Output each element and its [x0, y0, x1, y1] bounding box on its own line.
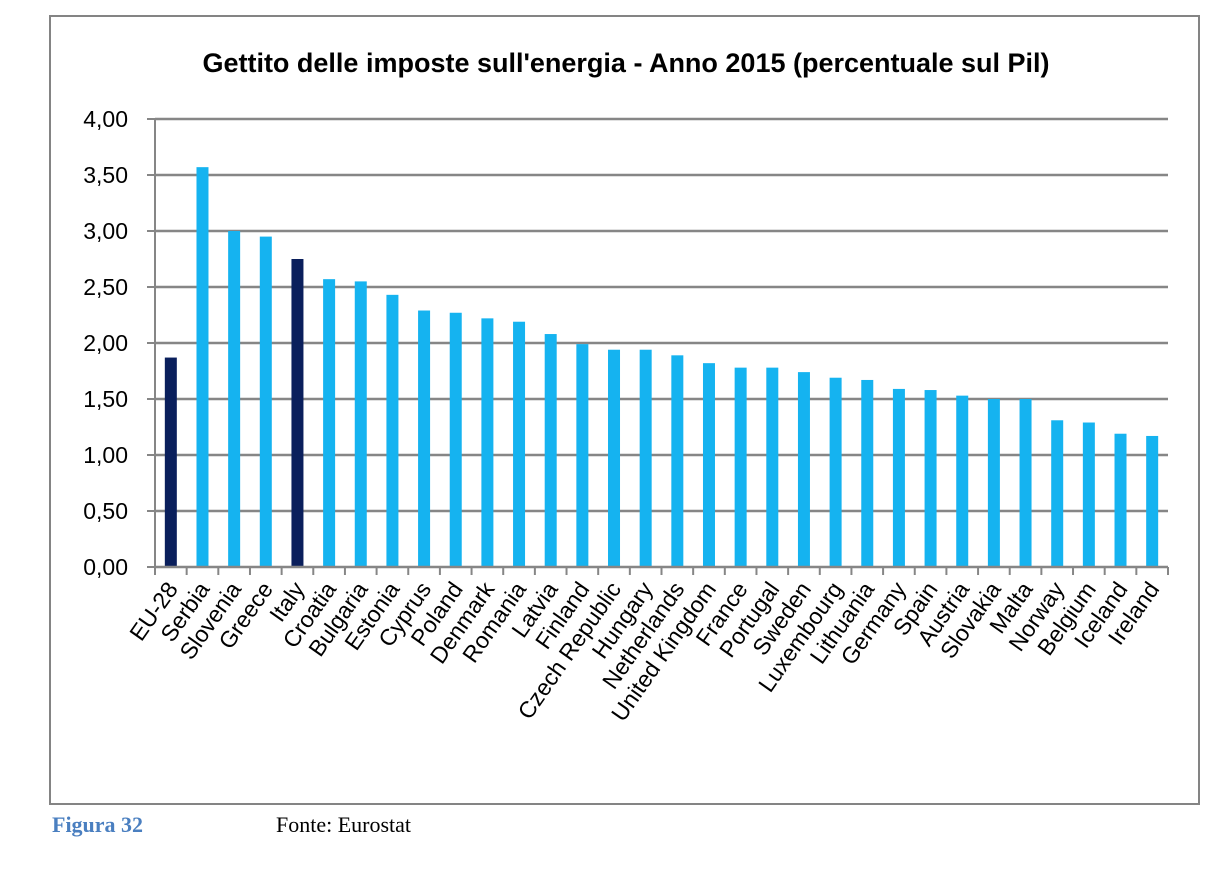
chart-frame — [49, 15, 1200, 805]
y-tick-label: 0,50 — [83, 498, 128, 524]
bar-norway — [1051, 420, 1064, 567]
y-tick-label: 0,00 — [83, 554, 128, 580]
bar-united-kingdom — [702, 363, 715, 567]
bar-luxembourg — [829, 377, 842, 567]
chart-title: Gettito delle imposte sull'energia - Ann… — [202, 48, 1049, 78]
bar-netherlands — [671, 355, 684, 567]
y-tick-label: 1,00 — [83, 442, 128, 468]
bar-malta — [1019, 399, 1032, 567]
bar-poland — [449, 312, 462, 567]
bar-czech-republic — [608, 349, 621, 567]
bar-iceland — [1114, 433, 1127, 567]
gridlines — [155, 117, 1168, 513]
bar-cyprus — [418, 310, 431, 567]
bar-romania — [513, 321, 526, 567]
x-axis-category-labels: EU-28SerbiaSloveniaGreeceItalyCroatiaBul… — [124, 577, 1164, 726]
bar-eu-28 — [164, 357, 177, 567]
bar-ireland — [1146, 435, 1159, 567]
bar-latvia — [544, 334, 557, 567]
bar-spain — [924, 390, 937, 567]
bar-slovakia — [987, 399, 1000, 567]
y-tick-label: 3,50 — [83, 162, 128, 188]
bar-france — [734, 367, 747, 567]
y-tick-label: 2,50 — [83, 274, 128, 300]
bar-croatia — [323, 279, 336, 567]
y-axis-tick-labels: 0,00 0,50 1,00 1,50 2,00 2,50 3,00 3,50 4,00 — [83, 106, 128, 580]
axes — [147, 118, 1169, 575]
bar-italy — [291, 259, 304, 567]
bar-hungary — [639, 349, 652, 567]
y-tick-label: 4,00 — [83, 106, 128, 132]
bar-finland — [576, 344, 589, 567]
bar-sweden — [797, 372, 810, 567]
figure-caption: Figura 32 — [52, 812, 144, 837]
y-tick-label: 1,50 — [83, 386, 128, 412]
bar-portugal — [766, 367, 779, 567]
source-caption: Fonte: Eurostat — [276, 812, 412, 837]
bar-greece — [259, 236, 272, 567]
bar-belgium — [1082, 422, 1095, 567]
bars — [164, 167, 1159, 567]
bar-slovenia — [228, 231, 241, 567]
bar-lithuania — [861, 379, 874, 567]
bar-denmark — [481, 318, 494, 567]
y-tick-label: 3,00 — [83, 218, 128, 244]
bar-germany — [892, 388, 905, 567]
y-tick-label: 2,00 — [83, 330, 128, 356]
bar-serbia — [196, 167, 209, 567]
bar-austria — [956, 395, 969, 567]
bar-estonia — [386, 294, 399, 567]
bar-bulgaria — [354, 281, 367, 567]
